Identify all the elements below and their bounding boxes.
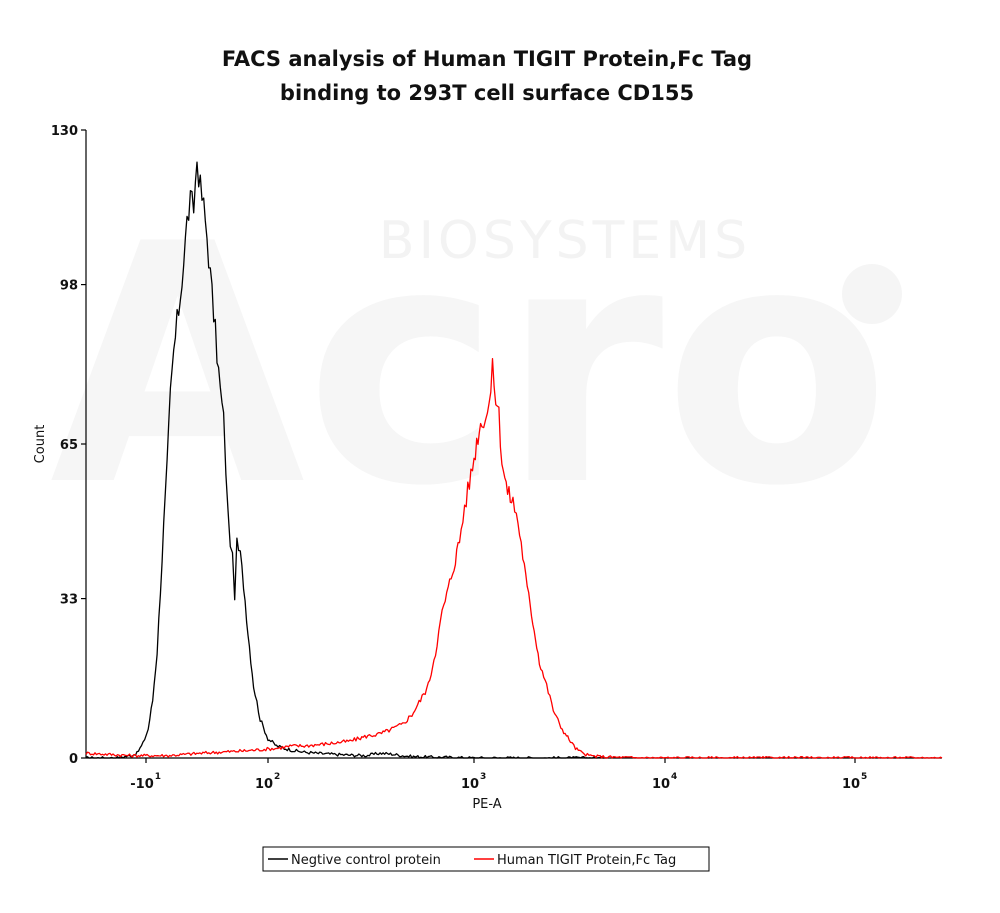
x-tick-exponent: 4 — [671, 772, 677, 782]
x-axis-label: PE-A — [472, 797, 501, 812]
x-tick-label: 10 — [842, 777, 860, 792]
legend: Negtive control protein Human TIGIT Prot… — [262, 846, 710, 872]
watermark-large-text: Acro — [50, 174, 890, 558]
y-ticks: 0 33 65 98 130 — [51, 124, 86, 767]
series-group — [85, 161, 943, 759]
y-tick-label: 65 — [60, 438, 78, 453]
legend-label-tigit: Human TIGIT Protein,Fc Tag — [497, 853, 676, 868]
x-tick-label: 10 — [461, 777, 479, 792]
x-tick-label: 10 — [652, 777, 670, 792]
series-tigit-line — [85, 357, 943, 759]
chart-title-line-2: binding to 293T cell surface CD155 — [280, 81, 694, 105]
y-axis-label: Count — [33, 425, 48, 464]
y-tick-label: 0 — [69, 752, 78, 767]
series-negative-control-line — [85, 161, 608, 759]
legend-label-negative-control: Negtive control protein — [291, 853, 441, 868]
watermark: BIOSYSTEMS Acro — [50, 174, 902, 558]
x-tick-exponent: 2 — [274, 772, 280, 782]
x-ticks: -10 1 10 2 10 3 10 4 10 5 — [130, 758, 867, 792]
x-tick-exponent: 5 — [861, 772, 867, 782]
y-tick-label: 33 — [60, 593, 78, 608]
y-tick-label: 130 — [51, 124, 78, 139]
x-tick-label: -10 — [130, 777, 154, 792]
x-tick-exponent: 1 — [155, 772, 161, 782]
x-tick-label: 10 — [255, 777, 273, 792]
y-tick-label: 98 — [60, 279, 78, 294]
chart-title-line-1: FACS analysis of Human TIGIT Protein,Fc … — [222, 47, 752, 71]
watermark-dot — [842, 264, 902, 324]
x-tick-exponent: 3 — [480, 772, 486, 782]
watermark-small-text: BIOSYSTEMS — [379, 211, 751, 271]
